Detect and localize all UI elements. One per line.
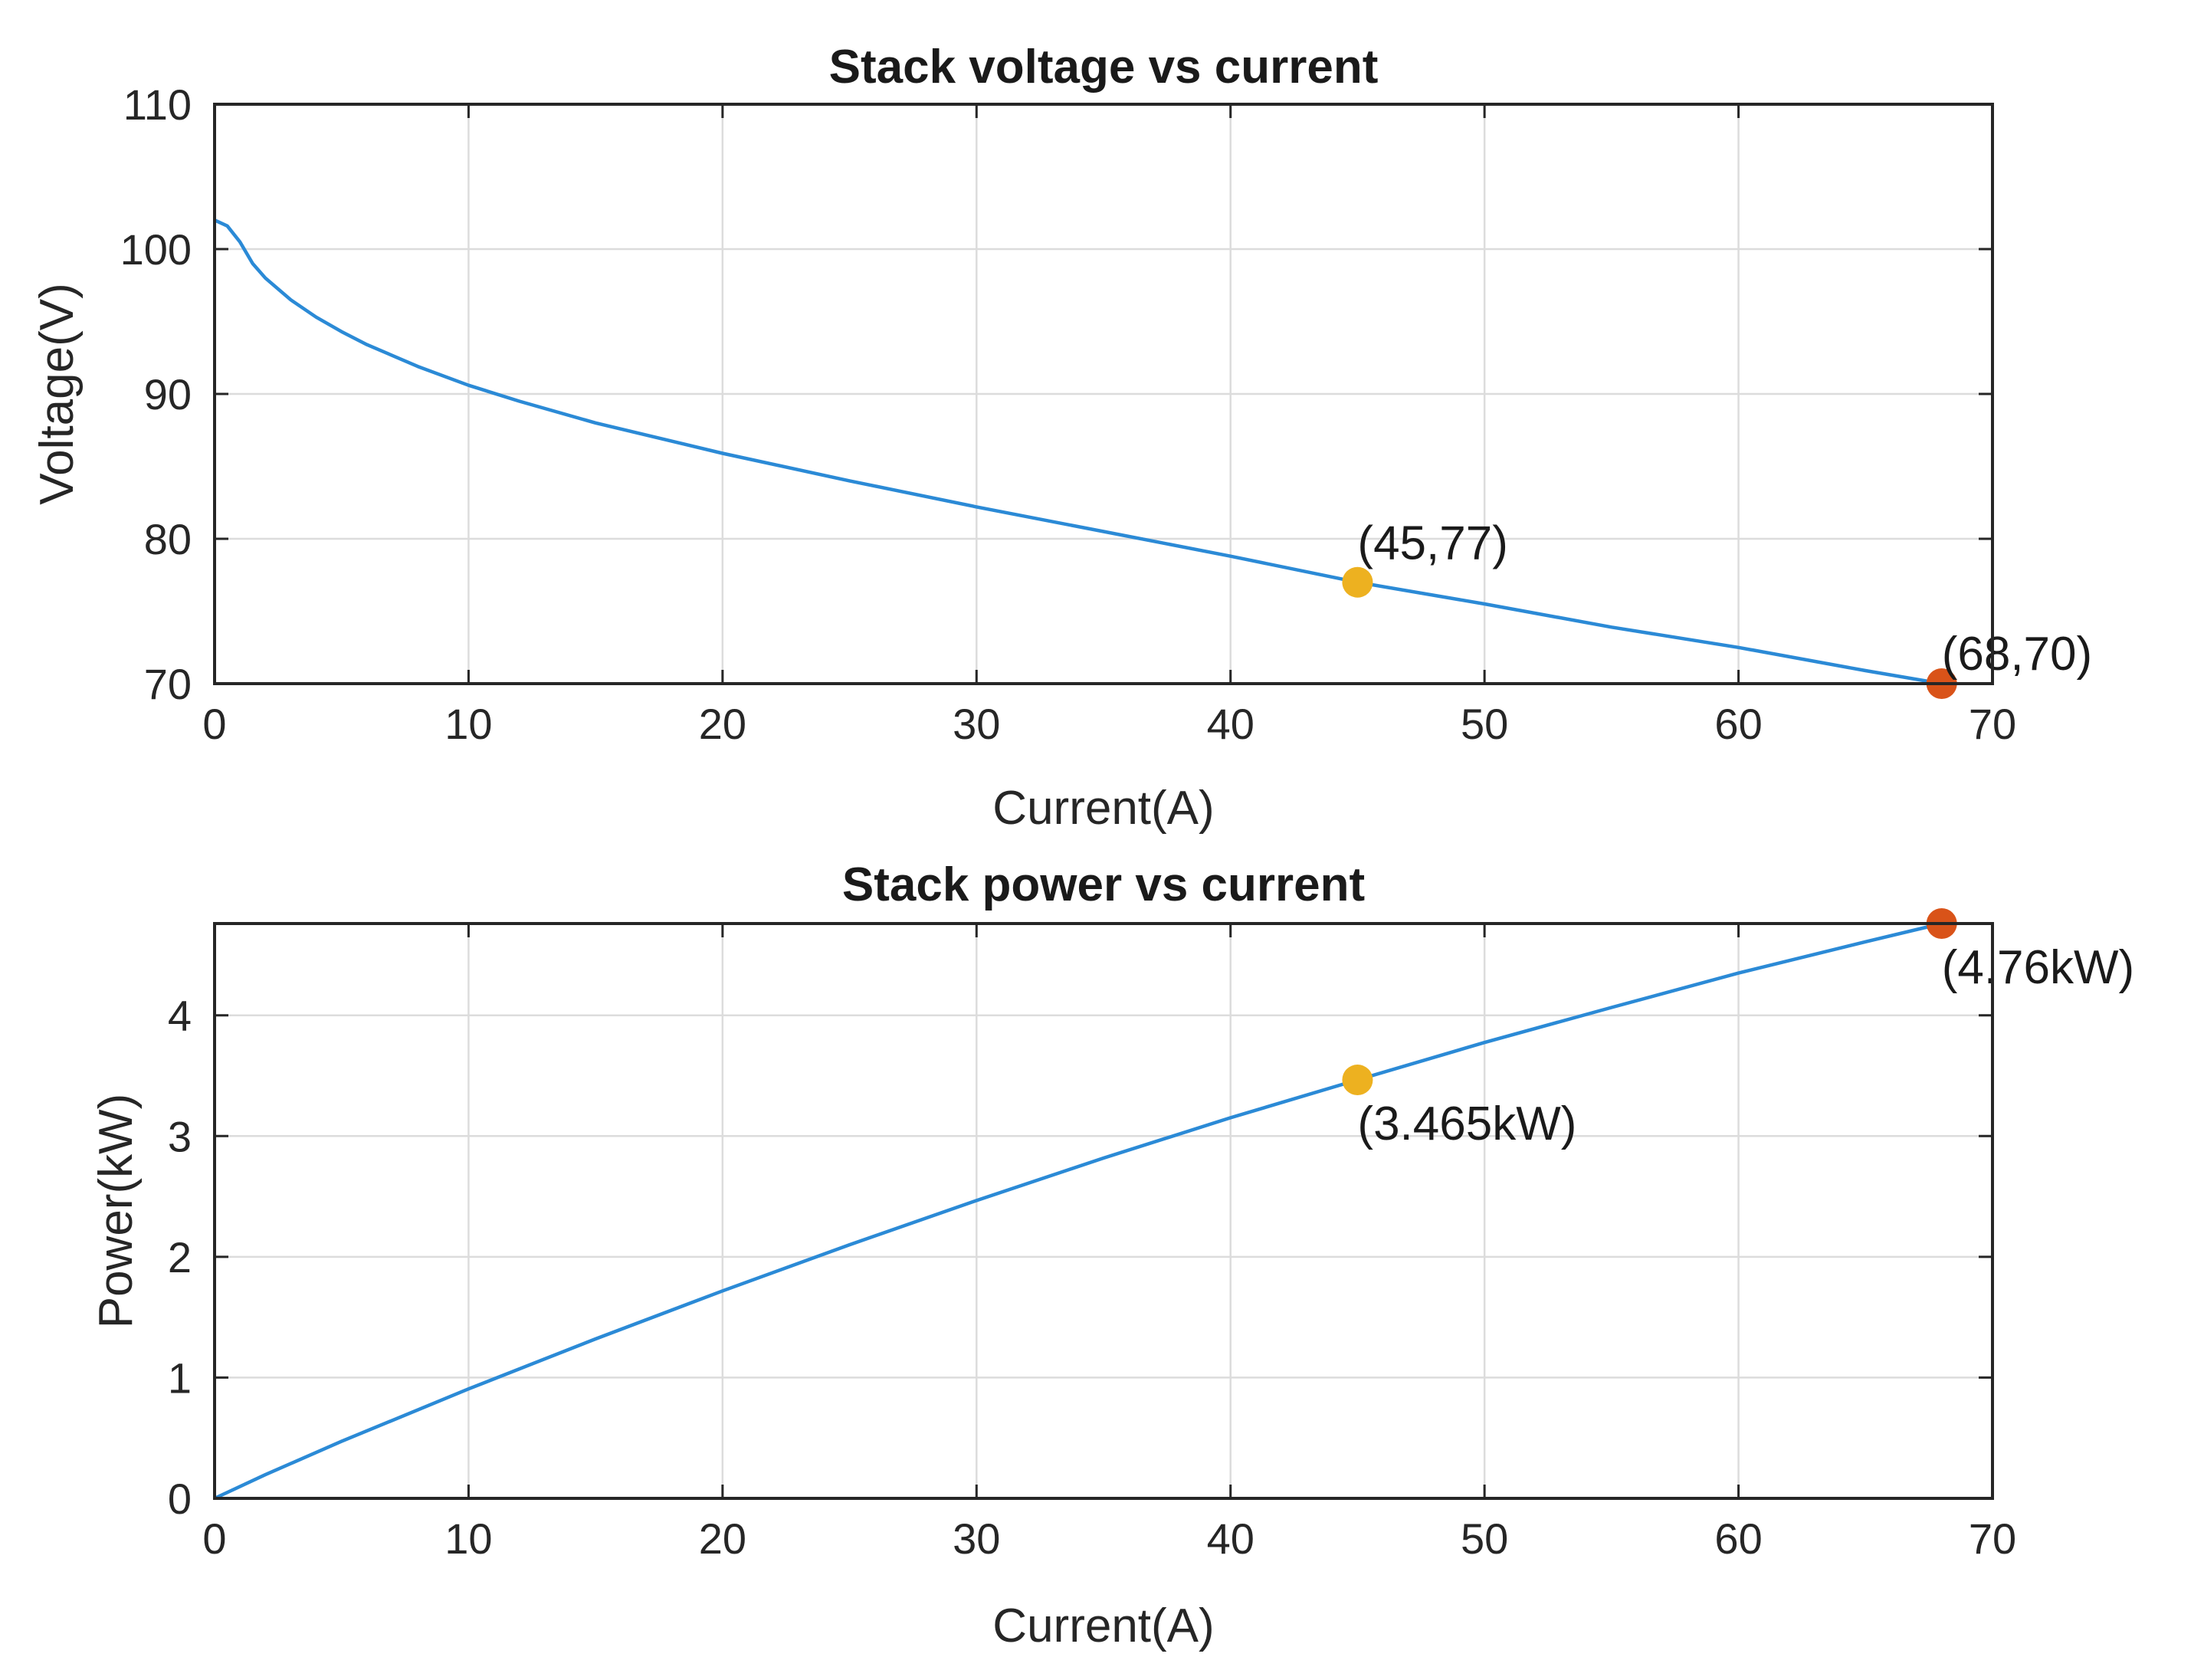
power-x-tick-label: 40 — [1207, 1514, 1255, 1563]
voltage-y-tick-label: 90 — [144, 370, 192, 418]
power-y-axis-label: Power(kW) — [90, 1094, 143, 1329]
voltage-plot: (45,77) (68,70) 0 10 20 30 40 50 60 70 70 80 90 100 1… — [31, 41, 2092, 835]
voltage-x-tick-label: 10 — [444, 700, 492, 748]
voltage-grid — [213, 103, 1994, 685]
voltage-x-tick-label: 20 — [699, 700, 746, 748]
voltage-x-tick-label: 50 — [1461, 700, 1508, 748]
power-curve — [214, 921, 1943, 1501]
voltage-marker-operating-point — [1342, 566, 1373, 598]
voltage-y-axis-label: Voltage(V) — [31, 283, 84, 505]
power-y-tick-label: 3 — [168, 1112, 192, 1160]
voltage-x-tick-label: 40 — [1207, 700, 1255, 748]
power-y-tick-label: 0 — [168, 1475, 192, 1523]
voltage-y-tick-label: 80 — [144, 515, 192, 563]
voltage-tick-labels: 0 10 20 30 40 50 60 70 70 80 90 100 110 — [120, 80, 2017, 748]
voltage-y-tick-label: 100 — [120, 225, 192, 274]
power-grid — [213, 924, 1994, 1500]
voltage-x-tick-label: 30 — [953, 700, 1000, 748]
power-x-tick-label: 20 — [699, 1514, 746, 1563]
voltage-x-tick-label: 60 — [1714, 700, 1762, 748]
power-x-axis-label: Current(A) — [992, 1600, 1214, 1652]
voltage-markers: (45,77) (68,70) — [1342, 517, 2092, 699]
voltage-marker-label: (45,77) — [1357, 517, 1507, 570]
voltage-y-tick-label: 70 — [144, 660, 192, 708]
power-marker-label: (4.76kW) — [1942, 941, 2134, 994]
power-tick-labels: 0 10 20 30 40 50 60 70 0 1 2 3 4 — [168, 924, 2016, 1563]
power-x-tick-label: 30 — [953, 1514, 1000, 1563]
power-x-tick-label: 50 — [1461, 1514, 1508, 1563]
power-plot: (3.465kW) (4.76kW) 0 10 20 30 40 50 60 70 0 1 2 3 4 S… — [90, 858, 2134, 1652]
voltage-x-tick-label: 70 — [1969, 700, 2016, 748]
power-x-tick-label: 0 — [202, 1514, 226, 1563]
voltage-marker-label: (68,70) — [1942, 628, 2092, 681]
power-y-tick-label: 1 — [168, 1354, 192, 1402]
voltage-chart-title: Stack voltage vs current — [829, 41, 1379, 94]
voltage-curve — [214, 218, 1943, 686]
power-x-tick-label: 70 — [1969, 1514, 2016, 1563]
power-y-tick-label: 4 — [168, 992, 192, 1040]
power-y-tick-label: 2 — [168, 1233, 192, 1281]
power-markers: (3.465kW) (4.76kW) — [1342, 908, 2134, 1150]
power-chart-title: Stack power vs current — [842, 858, 1365, 911]
voltage-x-tick-label: 0 — [202, 700, 226, 748]
power-marker-operating-point — [1342, 1065, 1373, 1096]
power-x-tick-label: 10 — [444, 1514, 492, 1563]
voltage-x-axis-label: Current(A) — [992, 782, 1214, 835]
voltage-y-tick-label: 110 — [123, 80, 192, 129]
power-marker-label: (3.465kW) — [1357, 1098, 1576, 1150]
power-axes-box — [213, 922, 1994, 1500]
power-x-tick-label: 60 — [1714, 1514, 1762, 1563]
